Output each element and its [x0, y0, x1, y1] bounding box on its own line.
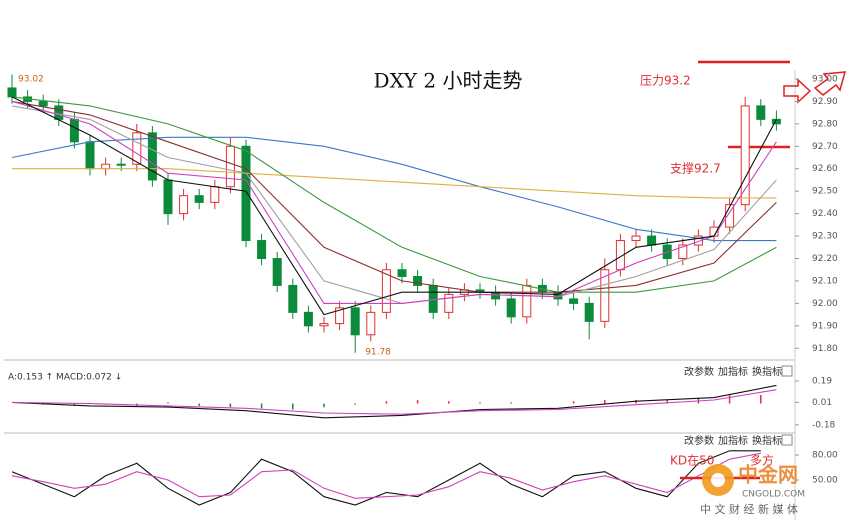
candle-body [350, 307, 360, 336]
plots: 91.80 91.90 92.00 92.10 92.20 92.30 92.40 92.50… [7, 74, 838, 506]
candle-body [179, 195, 189, 215]
close-button[interactable] [781, 434, 793, 446]
candle-body [272, 258, 282, 286]
arrow [783, 78, 812, 104]
annotation: 支撑92.7 [670, 161, 721, 176]
line [11, 389, 777, 415]
candle-body [631, 235, 641, 242]
y-tick-label: 92.20 [812, 254, 838, 264]
candle-body [725, 204, 735, 228]
candle-body [225, 145, 235, 188]
y-tick-label: 50.00 [812, 476, 838, 486]
line [11, 136, 777, 242]
button[interactable]: 加指标 [718, 365, 748, 378]
y-tick-label: 0.19 [812, 377, 832, 387]
candle-body [584, 302, 594, 322]
candle-body [506, 298, 516, 318]
candle-body [69, 118, 79, 143]
candle-body [54, 105, 64, 120]
line [11, 384, 777, 419]
y-tick-label: 92.60 [812, 164, 838, 174]
candle-body [163, 179, 173, 215]
line [11, 100, 777, 304]
y-tick-label: 92.70 [812, 142, 838, 152]
candle-body [678, 244, 688, 260]
logo [711, 473, 725, 487]
candle-body [397, 269, 407, 277]
button[interactable]: 加指标 [718, 434, 748, 447]
y-tick-label: 92.30 [812, 232, 838, 242]
watermark-slogan: 中 文 财 经 新 媒 体 [700, 502, 798, 516]
candle-body [366, 311, 376, 336]
close-button[interactable] [781, 365, 793, 377]
high-label: 93.02 [18, 75, 44, 85]
candle-body [335, 307, 345, 325]
candle-body [522, 284, 532, 318]
button[interactable]: 换指标 [752, 434, 782, 447]
watermark-site: CNGOLD.COM [742, 490, 805, 500]
y-tick-label: -0.18 [812, 420, 836, 430]
candle-body [85, 141, 95, 170]
candle-body [740, 105, 750, 206]
y-tick-label: 93.00 [812, 74, 838, 84]
y-tick-label: 92.10 [812, 276, 838, 286]
candle-body [132, 132, 142, 165]
candle-body [569, 298, 579, 304]
candle-body [303, 311, 313, 327]
y-tick-label: 92.80 [812, 119, 838, 129]
candle-body [257, 240, 267, 260]
candle-body [413, 275, 423, 286]
candle-body [771, 118, 781, 125]
candle-body [600, 269, 610, 322]
candle-body [288, 284, 298, 313]
chart-title: DXY 2 小时走势 [374, 69, 523, 93]
line [11, 450, 761, 506]
candle-body [428, 284, 438, 313]
y-tick-label: 91.80 [812, 344, 838, 354]
candle-body [241, 145, 251, 242]
annotation: 压力93.2 [640, 74, 691, 88]
button[interactable]: 改参数 [684, 365, 714, 378]
watermark: 中金网 CNGOLD.COM 中 文 财 经 新 媒 体 [700, 463, 805, 517]
line [11, 100, 777, 293]
line [12, 168, 777, 199]
candle-body [444, 293, 454, 313]
indicator-header: A:0.153 ↑ MACD:0.072 ↓ [8, 373, 122, 383]
y-tick-label: 0.01 [812, 398, 832, 408]
candle-body [147, 132, 157, 181]
candle-body [210, 186, 220, 203]
candle-body [319, 323, 329, 327]
y-tick-label: 91.90 [812, 321, 838, 331]
line [11, 96, 777, 293]
annotation: KD在50 [670, 454, 714, 468]
y-tick-label: 80.00 [812, 451, 838, 461]
y-tick-label: 92.90 [812, 97, 838, 107]
y-tick-label: 92.00 [812, 299, 838, 309]
watermark-brand: 中金网 [738, 463, 798, 487]
line [11, 452, 761, 499]
y-tick-label: 92.50 [812, 187, 838, 197]
candle-body [7, 87, 17, 98]
button[interactable]: 改参数 [684, 434, 714, 447]
candle-body [381, 269, 391, 313]
annotation: 多方 [750, 453, 774, 468]
candle-body [194, 195, 204, 203]
low-label: 91.78 [365, 347, 391, 357]
arrow [813, 71, 847, 96]
candle-body [101, 163, 111, 170]
candle-body [756, 105, 766, 120]
line [11, 96, 777, 316]
button[interactable]: 换指标 [752, 365, 782, 378]
y-tick-label: 92.40 [812, 209, 838, 219]
candle-body [38, 100, 48, 107]
candle-body [116, 163, 126, 166]
candle-body [647, 235, 657, 246]
